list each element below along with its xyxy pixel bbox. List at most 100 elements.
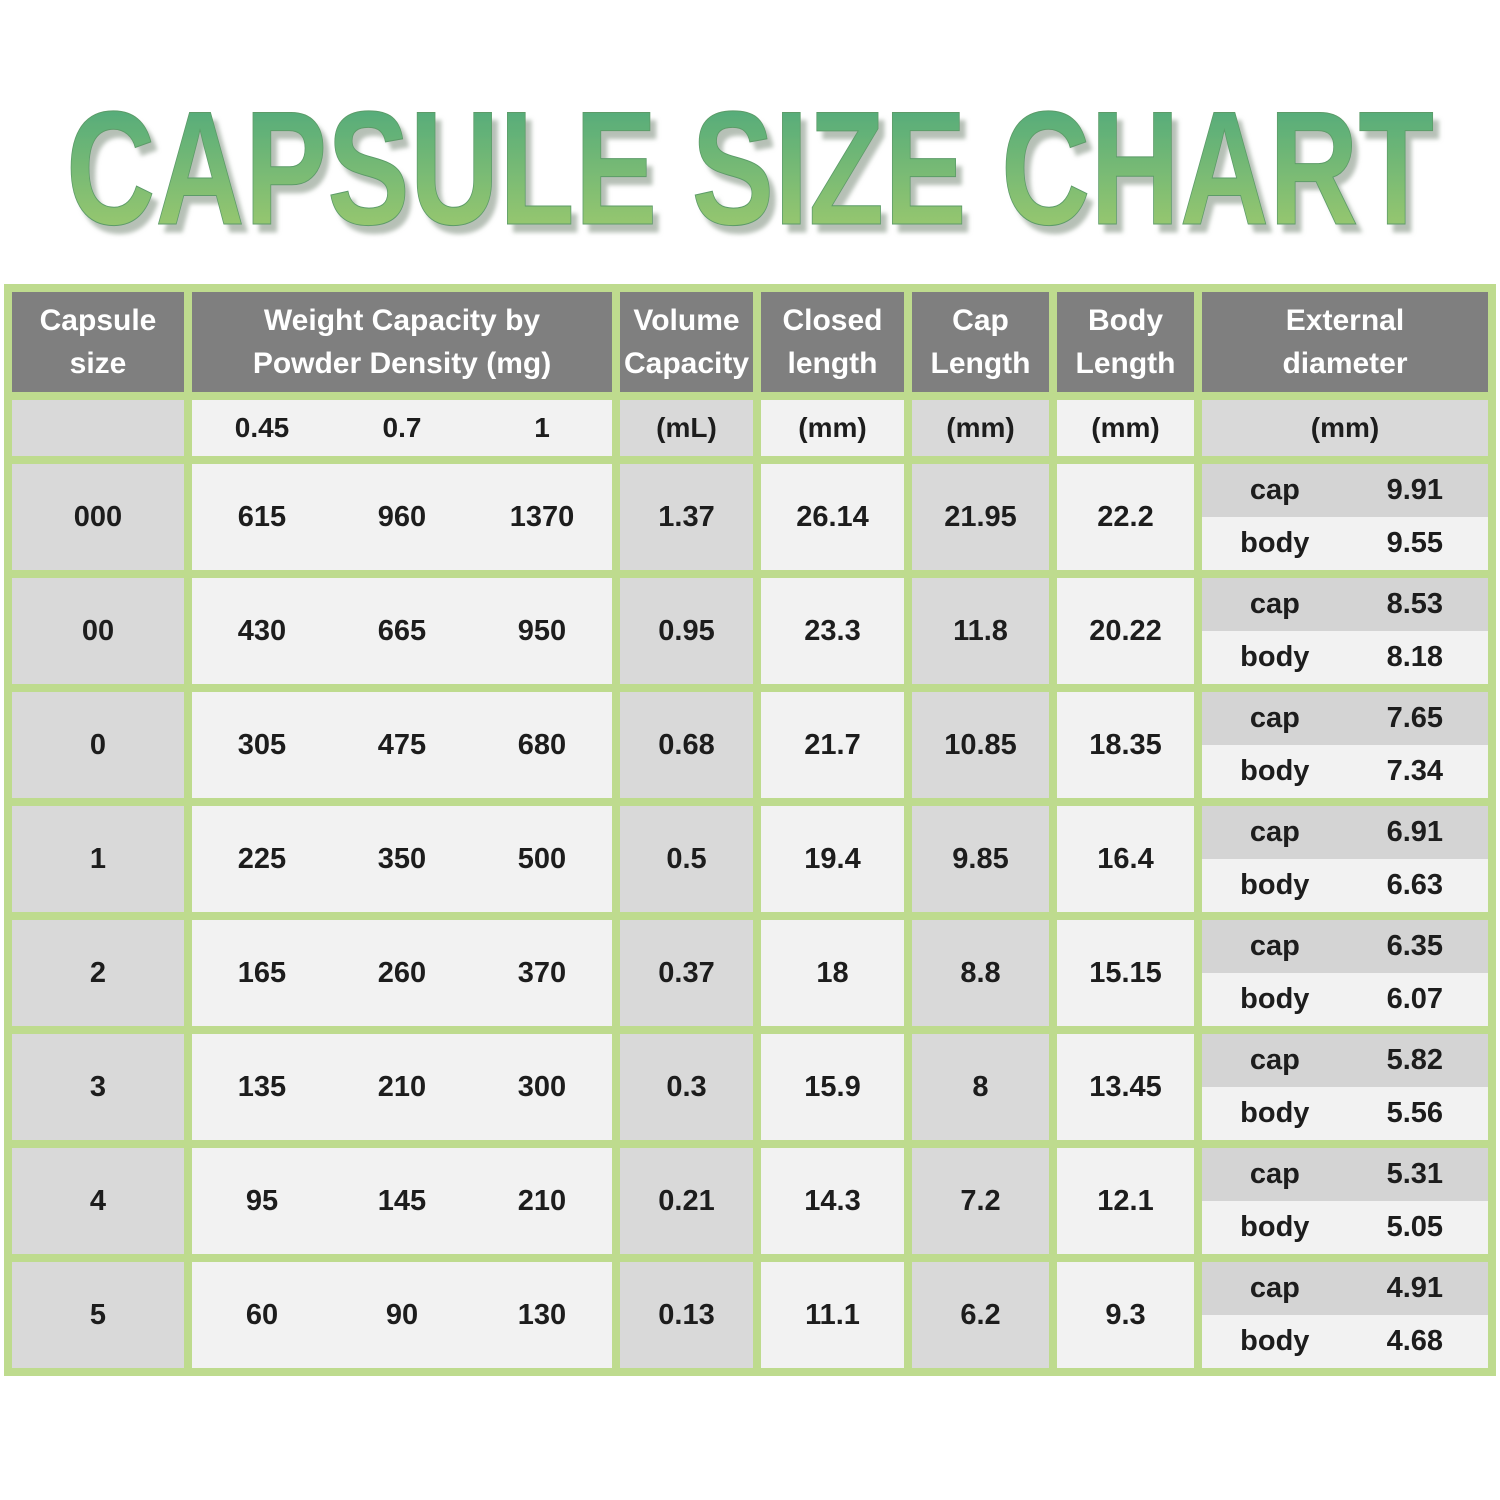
cell-volume-capacity: 0.68 [620, 692, 753, 798]
cell-volume-capacity: 0.37 [620, 920, 753, 1026]
page-title: CAPSULE SIZE CHART [66, 78, 1434, 259]
weight-1-value: 500 [517, 842, 567, 875]
cell-body-length: 13.45 [1057, 1034, 1194, 1140]
cell-body-length: 20.22 [1057, 578, 1194, 684]
external-cap-label: cap [1249, 1158, 1300, 1190]
external-body-label: body [1240, 869, 1310, 901]
header-capsule-size: Capsule size [12, 292, 184, 392]
cell-volume-capacity: 1.37 [620, 464, 753, 570]
table-units-row: 0.45 0.7 1 (mL) (mm) (mm) (mm) (mm) [12, 400, 1488, 456]
external-cap-value: 9.91 [1386, 474, 1444, 506]
external-cap-label: cap [1249, 930, 1300, 962]
cell-body-length: 22.2 [1057, 464, 1194, 570]
cell-capsule-size: 00 [12, 578, 184, 684]
external-cap-label: cap [1249, 1044, 1300, 1076]
cell-closed-unit: (mm) [761, 400, 904, 456]
weight-045-value: 135 [237, 1070, 287, 1103]
external-body-value: 7.34 [1386, 755, 1444, 787]
cell-closed-length: 15.9 [761, 1034, 904, 1140]
cell-weight-capacity: 60 90 130 [192, 1262, 612, 1368]
external-body-label: body [1240, 983, 1310, 1015]
table-row: 2 165 260 370 0.37 18 8.8 15.15 cap 6.35 [12, 920, 1488, 1026]
cell-cap-length: 6.2 [912, 1262, 1049, 1368]
cell-weight-capacity: 615 960 1370 [192, 464, 612, 570]
external-body-label: body [1240, 1211, 1310, 1243]
cell-closed-length: 19.4 [761, 806, 904, 912]
header-cap-length: Cap Length [912, 292, 1049, 392]
header-volume-capacity: Volume Capacity [620, 292, 753, 392]
weight-1-value: 130 [517, 1298, 567, 1331]
cell-cap-length: 8 [912, 1034, 1049, 1140]
weight-045-value: 615 [237, 500, 287, 533]
cell-body-length: 18.35 [1057, 692, 1194, 798]
table-row: 00 430 665 950 0.95 23.3 11.8 20.22 cap … [12, 578, 1488, 684]
cell-capsule-size: 4 [12, 1148, 184, 1254]
external-body-value: 6.63 [1386, 869, 1444, 901]
cell-cap-unit: (mm) [912, 400, 1049, 456]
table-row: 5 60 90 130 0.13 11.1 6.2 9.3 cap 4.91 [12, 1262, 1488, 1368]
cell-body-length: 16.4 [1057, 806, 1194, 912]
external-cap-label: cap [1249, 702, 1300, 734]
weight-07-value: 960 [377, 500, 427, 533]
header-closed-length: Closed length [761, 292, 904, 392]
cell-capsule-size: 0 [12, 692, 184, 798]
cell-capsule-size: 2 [12, 920, 184, 1026]
page: CAPSULE SIZE CHART Capsule size Weight C… [0, 72, 1500, 1500]
cell-weight-capacity: 225 350 500 [192, 806, 612, 912]
weight-1-value: 300 [517, 1070, 567, 1103]
cell-cap-length: 9.85 [912, 806, 1049, 912]
density-1: 1 [534, 412, 550, 443]
cell-volume-capacity: 0.5 [620, 806, 753, 912]
cell-capsule-size: 5 [12, 1262, 184, 1368]
cell-cap-length: 10.85 [912, 692, 1049, 798]
weight-045-value: 305 [237, 728, 287, 761]
cell-external-diameter: cap 6.35 body 6.07 [1202, 920, 1488, 1026]
external-body-value: 9.55 [1386, 527, 1444, 559]
cell-closed-length: 23.3 [761, 578, 904, 684]
weight-1-value: 1370 [509, 500, 575, 533]
cell-external-diameter: cap 9.91 body 9.55 [1202, 464, 1488, 570]
cell-units-empty [12, 400, 184, 456]
external-cap-label: cap [1249, 816, 1300, 848]
cell-external-diameter: cap 4.91 body 4.68 [1202, 1262, 1488, 1368]
external-body-label: body [1240, 1097, 1310, 1129]
weight-045-value: 60 [245, 1298, 279, 1331]
weight-045-value: 225 [237, 842, 287, 875]
cell-cap-length: 8.8 [912, 920, 1049, 1026]
cell-density-values: 0.45 0.7 1 [192, 400, 612, 456]
weight-045-value: 165 [237, 956, 287, 989]
title-graphic: CAPSULE SIZE CHART [66, 78, 1435, 260]
header-external-diameter: External diameter [1202, 292, 1488, 392]
header-weight-capacity: Weight Capacity by Powder Density (mg) [192, 292, 612, 392]
weight-045-value: 430 [237, 614, 287, 647]
weight-1-value: 210 [517, 1184, 567, 1217]
external-cap-label: cap [1249, 1272, 1300, 1304]
cell-volume-capacity: 0.95 [620, 578, 753, 684]
cell-cap-length: 7.2 [912, 1148, 1049, 1254]
external-cap-value: 7.65 [1386, 702, 1444, 734]
cell-weight-capacity: 135 210 300 [192, 1034, 612, 1140]
weight-07-value: 90 [385, 1298, 419, 1331]
cell-closed-length: 26.14 [761, 464, 904, 570]
cell-weight-capacity: 165 260 370 [192, 920, 612, 1026]
cell-weight-capacity: 95 145 210 [192, 1148, 612, 1254]
external-body-value: 8.18 [1386, 641, 1444, 673]
table-row: 3 135 210 300 0.3 15.9 8 13.45 cap 5.82 [12, 1034, 1488, 1140]
cell-cap-length: 11.8 [912, 578, 1049, 684]
cell-closed-length: 18 [761, 920, 904, 1026]
cell-cap-length: 21.95 [912, 464, 1049, 570]
cell-external-diameter: cap 5.31 body 5.05 [1202, 1148, 1488, 1254]
cell-body-length: 15.15 [1057, 920, 1194, 1026]
cell-volume-capacity: 0.3 [620, 1034, 753, 1140]
density-045: 0.45 [234, 412, 290, 443]
external-body-value: 5.56 [1386, 1097, 1444, 1129]
table-row: 000 615 960 1370 1.37 26.14 21.95 22.2 c… [12, 464, 1488, 570]
cell-closed-length: 11.1 [761, 1262, 904, 1368]
table-row: 4 95 145 210 0.21 14.3 7.2 12.1 cap 5.31 [12, 1148, 1488, 1254]
cell-weight-capacity: 430 665 950 [192, 578, 612, 684]
cell-body-length: 12.1 [1057, 1148, 1194, 1254]
external-body-label: body [1240, 1325, 1310, 1357]
cell-external-diameter: cap 7.65 body 7.34 [1202, 692, 1488, 798]
cell-external-unit: (mm) [1202, 400, 1488, 456]
external-body-value: 5.05 [1386, 1211, 1444, 1243]
